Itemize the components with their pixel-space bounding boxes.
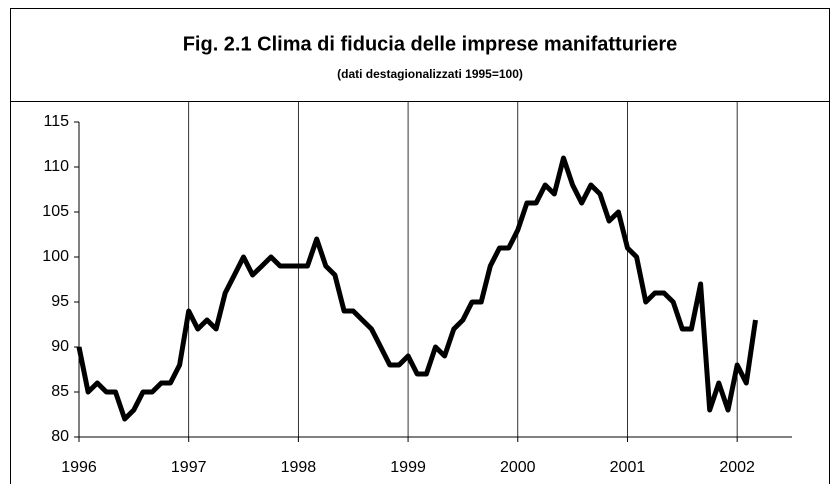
y-tick-label: 105 [42,203,69,220]
x-tick-label: 2001 [610,459,646,476]
x-tick-label: 1998 [281,459,317,476]
chart-title: Fig. 2.1 Clima di fiducia delle imprese … [183,33,678,55]
x-tick-label: 1999 [390,459,426,476]
chart-subtitle: (dati destagionalizzati 1995=100) [337,67,523,81]
y-tick-label: 90 [51,338,69,355]
x-tick-label: 2000 [500,459,536,476]
x-tick-label: 1996 [61,459,97,476]
y-tick-label: 80 [51,428,69,445]
y-tick-label: 95 [51,293,69,310]
chart-frame [10,8,830,484]
data-line [76,155,758,422]
y-tick-label: 100 [42,248,69,265]
x-tick-label: 2002 [719,459,755,476]
x-tick-label: 1997 [171,459,207,476]
y-tick-label: 85 [51,383,69,400]
y-tick-label: 110 [43,158,69,175]
y-tick-label: 115 [43,113,69,130]
